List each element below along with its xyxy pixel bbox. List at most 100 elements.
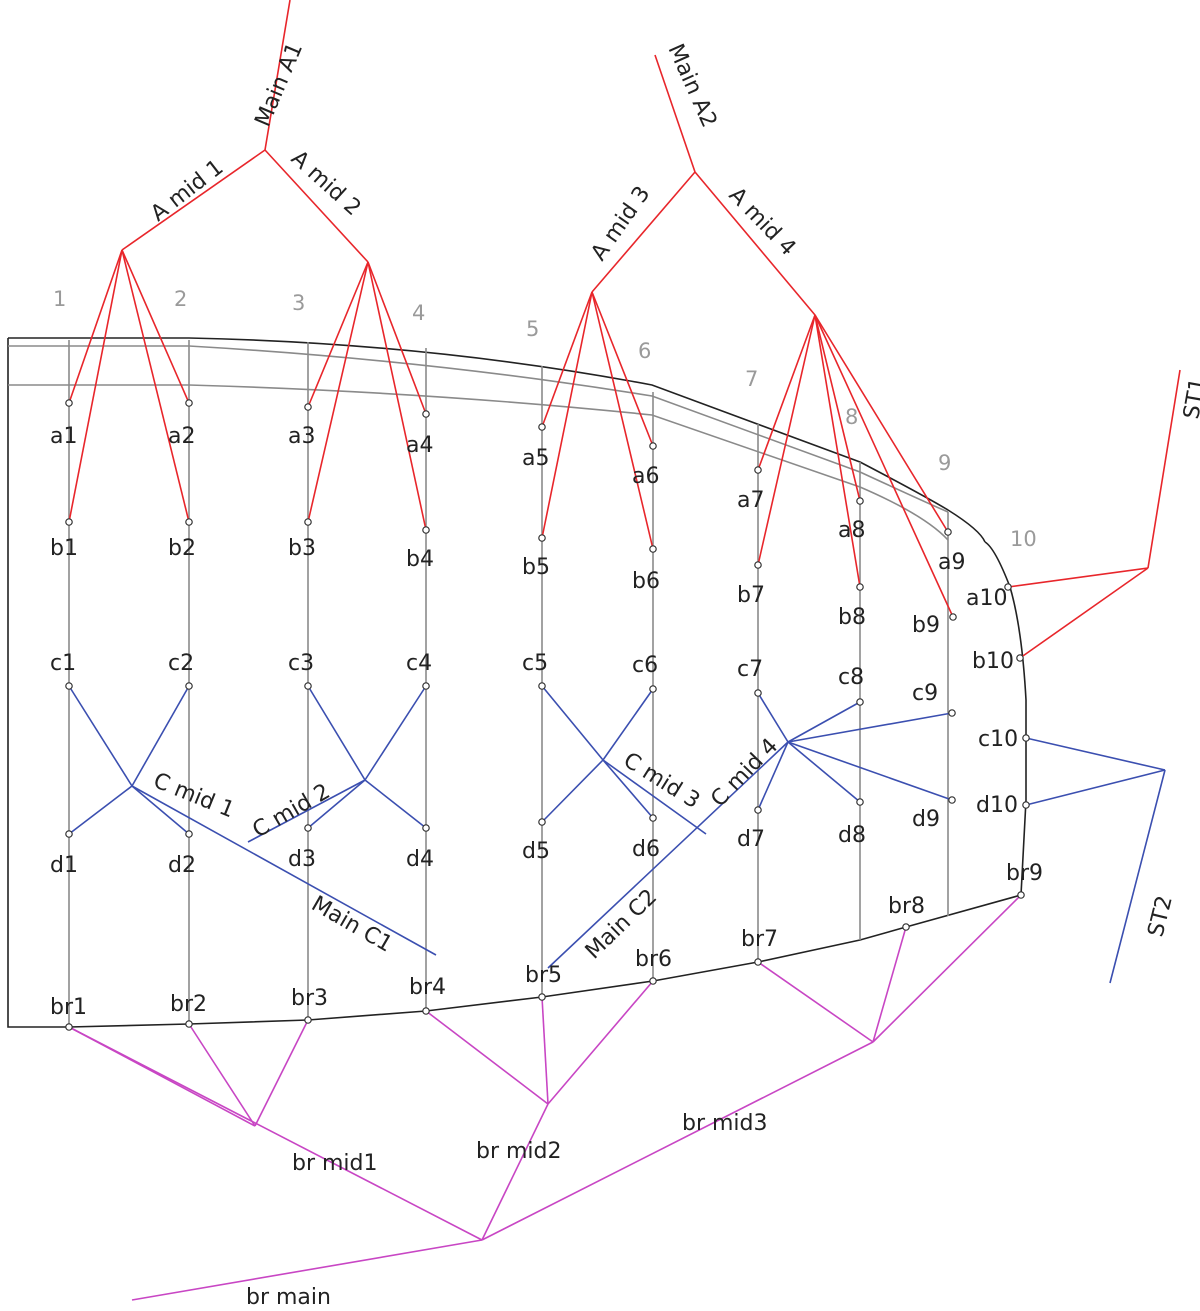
edge-c-CM2-d3 — [307, 779, 366, 829]
node-a5 — [538, 423, 546, 431]
edge-c-CM3-MC2a — [602, 759, 707, 835]
edge-c-CM3-d5 — [541, 759, 604, 823]
edge-c-CM1-d1 — [68, 785, 133, 835]
edge-c-CM1-c2 — [131, 685, 190, 787]
edge-a-AM3-a6 — [591, 291, 654, 447]
station-number-4: 4 — [412, 301, 425, 325]
inner-contour-2 — [8, 384, 949, 541]
node-d9 — [948, 796, 956, 804]
node-c8 — [856, 698, 864, 706]
node-d3 — [304, 824, 312, 832]
node-label-c9: c9 — [912, 681, 938, 706]
edge-a-AM1-b2 — [121, 249, 190, 523]
node-label-br8: br8 — [888, 894, 925, 919]
node-label-br9: br9 — [1006, 861, 1043, 886]
node-label-b9: b9 — [912, 613, 940, 638]
connection-edges — [68, 0, 1181, 1301]
node-b7 — [754, 561, 762, 569]
edge-a-ST1t-ST1j — [1147, 369, 1181, 569]
node-br3 — [304, 1016, 312, 1024]
edge-a-AM4-a8 — [814, 314, 861, 502]
node-label-b1: b1 — [50, 536, 78, 561]
node-label-c3: c3 — [288, 651, 314, 676]
node-d6 — [649, 814, 657, 822]
node-label-br1: br1 — [50, 995, 87, 1020]
inner-contour-1 — [8, 345, 949, 513]
edge-c-CM3-c6 — [602, 688, 654, 761]
node-br4 — [422, 1007, 430, 1015]
edge-c-ST2j-c10 — [1025, 737, 1166, 771]
node-label-br3: br3 — [291, 986, 328, 1011]
label-a-mid-3: A mid 3 — [586, 182, 655, 266]
edge-a-AM2-a3 — [307, 261, 369, 408]
label-a-mid-2: A mid 2 — [286, 146, 366, 221]
node-label-d1: d1 — [50, 853, 78, 878]
top-contour — [8, 337, 986, 543]
edge-c-CM4-c9 — [787, 712, 953, 743]
node-label-a4: a4 — [406, 433, 433, 458]
node-label-a6: a6 — [632, 464, 659, 489]
label-br-mid1: br mid1 — [292, 1151, 378, 1176]
node-b8 — [856, 583, 864, 591]
node-b10 — [1016, 654, 1024, 662]
node-br9 — [1017, 891, 1025, 899]
node-label-c1: c1 — [50, 651, 76, 676]
node-br2 — [185, 1020, 193, 1028]
node-label-b8: b8 — [838, 605, 866, 630]
edge-a-AM3-b6 — [591, 291, 654, 550]
node-br1 — [65, 1023, 73, 1031]
station-number-1: 1 — [53, 287, 66, 311]
node-label-c8: c8 — [838, 665, 864, 690]
station-number-8: 8 — [845, 405, 858, 429]
label-c-mid-2: C mid 2 — [249, 779, 335, 843]
edge-c-CM1-d2 — [131, 785, 190, 835]
node-a3 — [304, 403, 312, 411]
node-c6 — [649, 685, 657, 693]
edge-c-CM4-c7 — [757, 692, 789, 743]
node-br5 — [538, 993, 546, 1001]
edge-a-AM4-b9 — [814, 314, 954, 618]
label-br-mid3: br mid3 — [682, 1111, 768, 1136]
edge-a-AM4-b7 — [757, 314, 816, 566]
node-label-b3: b3 — [288, 536, 316, 561]
edge-c-CM2-c4 — [364, 685, 427, 781]
node-label-c2: c2 — [168, 651, 194, 676]
node-b9 — [949, 613, 957, 621]
edge-a-AM2-b4 — [367, 261, 427, 531]
connection-nodes — [65, 399, 1030, 1031]
edge-c-MC1a-CM2 — [247, 779, 366, 843]
node-label-br5: br5 — [525, 963, 562, 988]
node-b4 — [422, 526, 430, 534]
edge-c-CM3-c5 — [541, 685, 604, 761]
node-label-d2: d2 — [168, 853, 196, 878]
edge-c-d6-CM3 — [602, 759, 654, 819]
node-label-b10: b10 — [972, 649, 1014, 674]
node-c3 — [304, 682, 312, 690]
edge-c-CM2-c3 — [307, 685, 366, 781]
node-label-d7: d7 — [737, 827, 765, 852]
edge-br-BRM2-br4 — [425, 1010, 549, 1105]
label-main-a2: Main A2 — [663, 40, 722, 131]
edge-br-BRS-BRJ — [131, 1239, 483, 1301]
node-c5 — [538, 682, 546, 690]
edge-br-BRM2-br5 — [541, 996, 549, 1105]
node-br6 — [649, 977, 657, 985]
node-label-b6: b6 — [632, 569, 660, 594]
edge-c-CM1-MC1e — [131, 785, 437, 956]
node-d7 — [754, 806, 762, 814]
edge-c-ST2j-ST2e — [1109, 769, 1166, 984]
node-label-a5: a5 — [522, 446, 549, 471]
node-label-d6: d6 — [632, 837, 660, 862]
node-b5 — [538, 534, 546, 542]
edge-c-CM2-d4 — [364, 779, 427, 829]
label-c-mid-1: C mid 1 — [150, 768, 238, 823]
edge-br-BRM2-br6 — [547, 980, 654, 1105]
node-label-br6: br6 — [635, 947, 672, 972]
node-labels: a1 a2 a3 a4 a5 a6 a7 a8 a9 a10 b1 b2 b3 … — [50, 424, 1043, 1020]
node-c1 — [65, 682, 73, 690]
node-label-d4: d4 — [406, 847, 434, 872]
edge-a-AM2-a4 — [367, 261, 427, 415]
node-br8 — [902, 923, 910, 931]
node-d4 — [422, 824, 430, 832]
label-c-mid-4: C mid 4 — [706, 734, 783, 812]
